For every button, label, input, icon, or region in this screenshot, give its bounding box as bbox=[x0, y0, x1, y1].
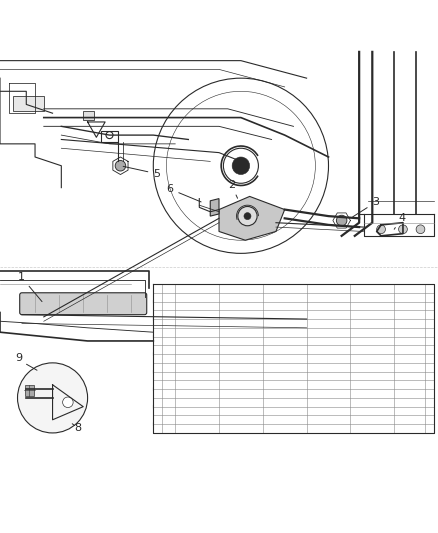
Bar bbox=[101, 131, 118, 142]
Polygon shape bbox=[219, 197, 285, 240]
Bar bbox=[13, 96, 44, 111]
Circle shape bbox=[416, 225, 425, 233]
Text: 5: 5 bbox=[123, 166, 160, 179]
Circle shape bbox=[377, 225, 385, 233]
Text: 4: 4 bbox=[394, 213, 406, 229]
Circle shape bbox=[336, 215, 347, 226]
Bar bbox=[83, 111, 94, 120]
Text: 1: 1 bbox=[18, 272, 42, 302]
FancyBboxPatch shape bbox=[20, 293, 147, 314]
Text: 3: 3 bbox=[353, 197, 379, 217]
Text: 6: 6 bbox=[166, 184, 201, 202]
Circle shape bbox=[232, 157, 250, 174]
Circle shape bbox=[63, 397, 73, 408]
Circle shape bbox=[18, 363, 88, 433]
Text: 2: 2 bbox=[228, 180, 237, 198]
Circle shape bbox=[115, 160, 126, 171]
Polygon shape bbox=[210, 199, 219, 216]
Circle shape bbox=[238, 206, 257, 226]
Text: 8: 8 bbox=[74, 423, 81, 433]
Bar bbox=[25, 385, 34, 395]
Circle shape bbox=[244, 213, 251, 220]
Circle shape bbox=[399, 225, 407, 233]
Text: 9: 9 bbox=[15, 353, 22, 362]
